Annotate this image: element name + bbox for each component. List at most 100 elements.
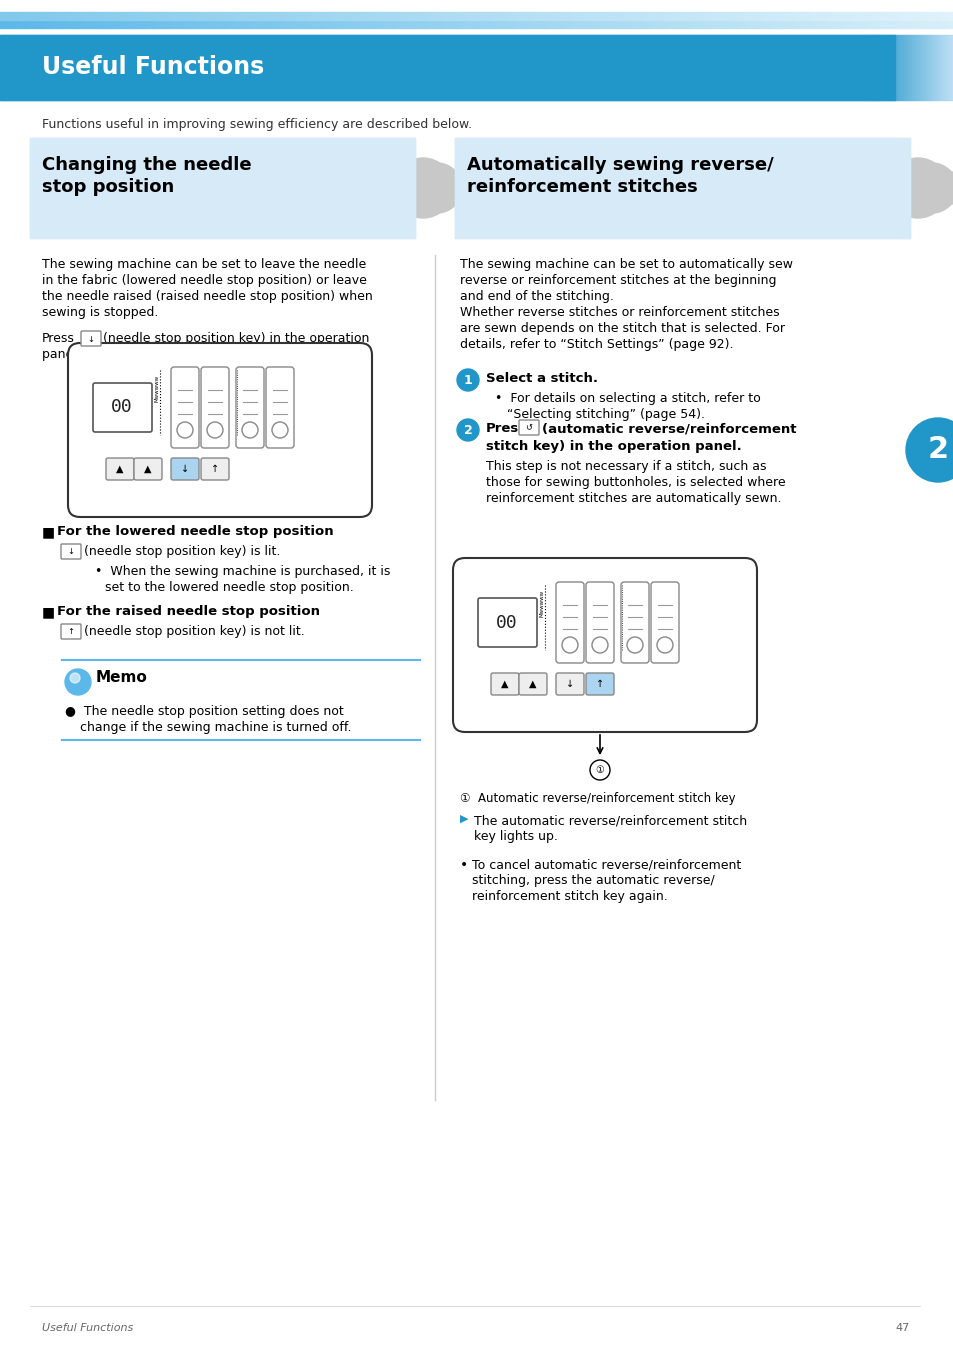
FancyBboxPatch shape (171, 458, 199, 480)
Bar (879, 35, 880, 100)
Bar (705, 20, 710, 28)
Bar (410, 20, 415, 28)
Bar (476, 20, 481, 28)
Bar (700, 20, 705, 28)
FancyBboxPatch shape (477, 599, 537, 647)
Bar (681, 12, 686, 20)
Bar (305, 20, 310, 28)
Bar (553, 12, 558, 20)
FancyBboxPatch shape (491, 673, 518, 696)
Bar (338, 20, 343, 28)
Text: reinforcement stitch key again.: reinforcement stitch key again. (472, 890, 667, 903)
Bar (899, 35, 900, 100)
Bar (908, 35, 909, 100)
Text: 00: 00 (496, 613, 517, 632)
Bar (62, 12, 67, 20)
Bar (915, 12, 920, 20)
Bar (886, 35, 887, 100)
Text: •  When the sewing machine is purchased, it is: • When the sewing machine is purchased, … (95, 565, 390, 578)
Bar (114, 12, 119, 20)
Bar (610, 20, 615, 28)
Text: ①: ① (595, 766, 604, 775)
Circle shape (70, 673, 80, 683)
Bar (462, 12, 467, 20)
Bar (894, 35, 895, 100)
Bar (729, 12, 734, 20)
Bar (133, 12, 138, 20)
Bar (362, 20, 367, 28)
FancyBboxPatch shape (81, 332, 101, 346)
Text: “Selecting stitching” (page 54).: “Selecting stitching” (page 54). (495, 408, 704, 421)
Bar (905, 35, 907, 100)
Bar (453, 20, 457, 28)
Text: •  For details on selecting a stitch, refer to: • For details on selecting a stitch, ref… (495, 392, 760, 404)
Bar (639, 20, 643, 28)
Bar (572, 20, 577, 28)
Bar (884, 35, 886, 100)
Bar (931, 35, 932, 100)
Bar (862, 20, 867, 28)
Bar (276, 12, 281, 20)
Bar (419, 20, 424, 28)
Bar (924, 35, 925, 100)
Text: For the lowered needle stop position: For the lowered needle stop position (57, 524, 334, 538)
Bar (219, 12, 224, 20)
FancyBboxPatch shape (518, 673, 546, 696)
Bar (639, 12, 643, 20)
Bar (429, 20, 434, 28)
Circle shape (657, 638, 672, 652)
FancyBboxPatch shape (92, 383, 152, 431)
Bar (310, 12, 314, 20)
Bar (824, 12, 829, 20)
Bar (577, 20, 581, 28)
Bar (376, 20, 381, 28)
Bar (455, 137, 909, 239)
Circle shape (592, 638, 607, 652)
Bar (914, 35, 915, 100)
Bar (467, 12, 472, 20)
FancyBboxPatch shape (106, 458, 133, 480)
Text: ▲: ▲ (116, 464, 124, 474)
Bar (877, 12, 882, 20)
Bar (815, 12, 820, 20)
Bar (529, 20, 534, 28)
Bar (515, 20, 519, 28)
Bar (52, 20, 57, 28)
Bar (567, 20, 572, 28)
Bar (167, 20, 172, 28)
Bar (710, 20, 715, 28)
Bar (248, 20, 253, 28)
Text: sewing is stopped.: sewing is stopped. (42, 306, 158, 319)
Text: Press: Press (42, 332, 74, 345)
Bar (892, 35, 893, 100)
Bar (462, 20, 467, 28)
Bar (624, 20, 629, 28)
Bar (419, 12, 424, 20)
Bar (909, 35, 910, 100)
Bar (658, 12, 662, 20)
Bar (210, 20, 214, 28)
Bar (272, 12, 276, 20)
Bar (10, 20, 14, 28)
Text: those for sewing buttonholes, is selected where: those for sewing buttonholes, is selecte… (485, 476, 785, 489)
Bar (300, 20, 305, 28)
Text: Changing the needle: Changing the needle (42, 156, 252, 174)
Bar (801, 12, 805, 20)
Bar (238, 12, 243, 20)
Bar (114, 20, 119, 28)
Bar (362, 12, 367, 20)
Text: stitching, press the automatic reverse/: stitching, press the automatic reverse/ (472, 874, 714, 887)
Bar (267, 20, 272, 28)
Bar (900, 35, 901, 100)
Bar (743, 20, 748, 28)
Bar (691, 20, 696, 28)
Bar (929, 35, 930, 100)
Bar (805, 12, 810, 20)
Bar (919, 35, 920, 100)
Bar (455, 137, 909, 239)
Bar (872, 12, 877, 20)
Bar (936, 35, 937, 100)
Bar (951, 35, 952, 100)
Bar (767, 12, 772, 20)
Bar (786, 12, 791, 20)
